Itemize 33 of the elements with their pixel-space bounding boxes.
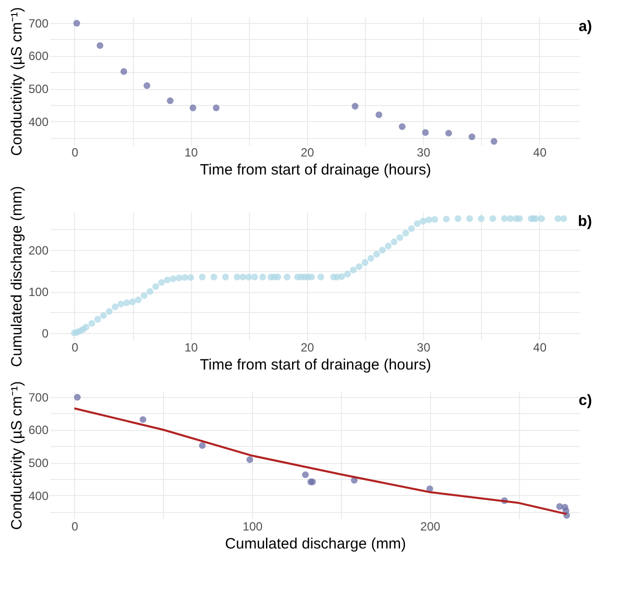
x-tick-label: 40 (533, 146, 547, 160)
y-tick-label: 400 (28, 488, 49, 503)
annotation: a) (578, 18, 592, 35)
x-tick-label: 0 (72, 146, 79, 160)
y-axis-title: Conductivity (µS cm⁻¹) (8, 7, 26, 156)
x-axis-title: Time from start of drainage (hours) (200, 162, 432, 178)
y-tick-label: 200 (28, 244, 49, 258)
x-tick-label: 30 (416, 340, 431, 354)
x-tick-label: 100 (242, 520, 263, 534)
y-tick-label: 700 (28, 16, 49, 30)
x-tick-label: 30 (416, 146, 431, 160)
x-tick-label: 0 (72, 520, 79, 534)
x-tick-label: 200 (420, 520, 441, 534)
x-tick-label: 0 (72, 340, 79, 354)
y-tick-label: 0 (42, 326, 49, 340)
y-tick-label: 600 (28, 423, 49, 438)
y-tick-label: 600 (28, 49, 49, 64)
y-axis-title: Cumulated discharge (mm) (8, 186, 26, 367)
x-axis-title: Cumulated discharge (mm) (225, 536, 406, 552)
x-axis-title: Time from start of drainage (hours) (200, 356, 432, 374)
x-tick-label: 40 (533, 340, 547, 354)
x-tick-label: 20 (300, 146, 314, 160)
x-tick-label: 10 (184, 146, 198, 160)
x-tick-label: 10 (184, 340, 198, 354)
y-tick-label: 100 (28, 285, 49, 300)
y-tick-label: 400 (28, 114, 49, 129)
annotation: b) (578, 213, 592, 230)
y-tick-label: 500 (28, 82, 49, 96)
y-axis-title: Conductivity (µS cm⁻¹) (8, 381, 26, 530)
y-tick-label: 700 (28, 390, 49, 404)
x-tick-label: 20 (300, 340, 314, 354)
y-tick-label: 500 (28, 456, 49, 470)
annotation: c) (578, 392, 592, 409)
